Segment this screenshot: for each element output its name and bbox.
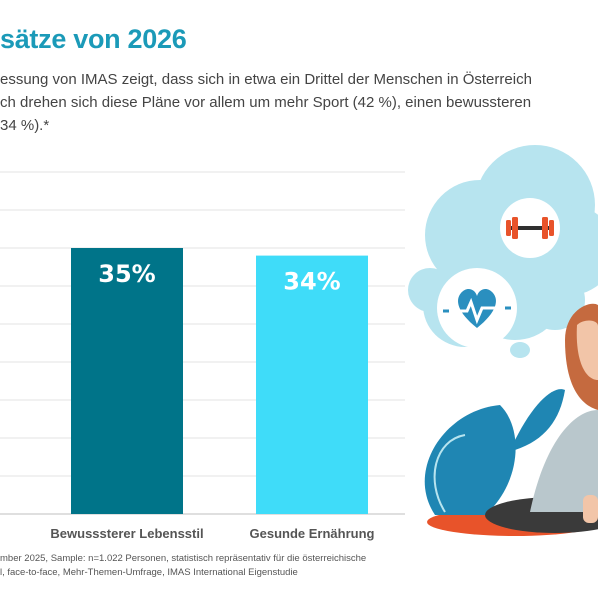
chart-bars	[71, 248, 368, 514]
heart-pulse-icon	[437, 268, 517, 348]
dumbbell-icon	[500, 198, 560, 258]
chart-grid	[0, 171, 405, 515]
wellness-illustration	[408, 145, 598, 536]
category-label-2: Gesunde Ernährung	[250, 526, 375, 541]
intro-line-1: essung von IMAS zeigt, dass sich in etwa…	[0, 71, 532, 88]
intro-text: essung von IMAS zeigt, dass sich in etwa…	[0, 68, 598, 137]
intro-line-3: 34 %).*	[0, 117, 50, 134]
footnote-line-2: l, face-to-face, Mehr-Themen-Umfrage, IM…	[0, 567, 298, 578]
bar-chart: 35% 34% Bewusssterer Lebensstil Gesunde Er…	[0, 171, 405, 541]
meditating-person	[485, 303, 598, 533]
footnote-line-1: mber 2025, Sample: n=1.022 Personen, sta…	[0, 553, 367, 564]
bar-1	[71, 248, 183, 514]
footnote: mber 2025, Sample: n=1.022 Personen, sta…	[0, 552, 420, 580]
chart-value-labels: 35% 34%	[98, 260, 340, 296]
value-label-2: 34%	[283, 268, 340, 296]
bar-2	[256, 255, 368, 514]
value-label-1: 35%	[98, 260, 155, 288]
intro-line-2: ch drehen sich diese Pläne vor allem um …	[0, 94, 532, 111]
page-title: sätze von 2026	[0, 24, 187, 54]
chart-category-labels: Bewusssterer Lebensstil Gesunde Ernährung	[50, 526, 374, 541]
category-label-1: Bewusssterer Lebensstil	[50, 526, 203, 541]
plant-leaves	[424, 389, 565, 515]
